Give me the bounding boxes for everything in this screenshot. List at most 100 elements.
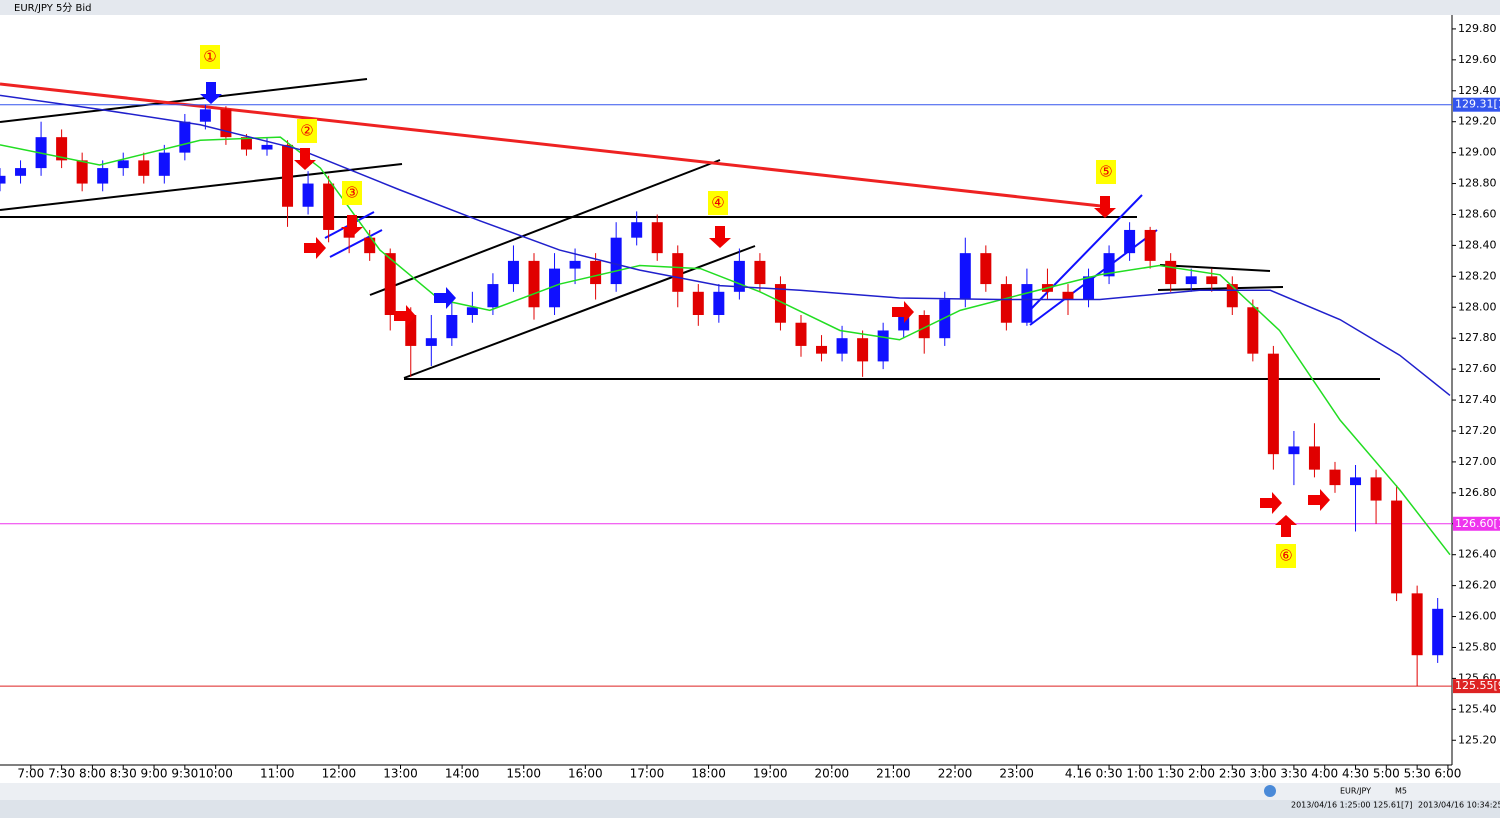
candle-body — [939, 299, 951, 339]
candle-body — [1103, 253, 1115, 277]
arrow — [394, 305, 416, 327]
candle-body — [1288, 446, 1300, 455]
price-axis — [1452, 15, 1500, 765]
candle-body — [1411, 593, 1423, 656]
y-tick-label: 126.00 — [1458, 610, 1497, 623]
trend-line — [0, 78, 368, 123]
annotation-box — [200, 45, 220, 69]
x-tick-label: 17:00 — [630, 767, 665, 781]
candle-body — [590, 260, 602, 285]
candle-body — [220, 109, 232, 138]
annotation-box — [342, 181, 362, 205]
x-tick-label: 6:00 — [1434, 767, 1461, 781]
x-tick-label: 12:00 — [322, 767, 357, 781]
candle-body — [651, 222, 663, 254]
symbol[interactable]: EUR/JPY — [1340, 787, 1371, 796]
candle-body — [76, 160, 88, 184]
trend-lines — [0, 78, 1380, 380]
x-tick-label: 5:30 — [1404, 767, 1431, 781]
candle-body — [1083, 276, 1095, 300]
scrollbar[interactable] — [0, 783, 1500, 800]
x-tick-label: 1:00 — [1126, 767, 1153, 781]
x-tick-label: 21:00 — [876, 767, 911, 781]
price-label: 125.55[9 — [1455, 679, 1500, 692]
x-tick-label: 9:30 — [171, 767, 198, 781]
candle-body — [0, 175, 6, 184]
timeframe[interactable]: M5 — [1395, 787, 1407, 796]
x-tick-label: 9:00 — [141, 767, 168, 781]
annotation: ⑤ — [1099, 163, 1112, 181]
annotation-box — [297, 119, 317, 143]
y-tick-label: 125.80 — [1458, 640, 1497, 653]
scroll-thumb[interactable] — [1264, 785, 1276, 797]
x-tick-label: 1:30 — [1157, 767, 1184, 781]
y-tick-label: 126.20 — [1458, 579, 1497, 592]
price-label-box — [1453, 516, 1500, 531]
candle-body — [199, 109, 211, 122]
x-tick-label: 10:00 — [198, 767, 233, 781]
arrow — [709, 226, 731, 248]
candle-body — [918, 315, 930, 339]
candle-body — [980, 253, 992, 285]
candle-body — [1021, 284, 1033, 323]
y-tick-label: 129.00 — [1458, 146, 1497, 159]
candle-body — [733, 260, 745, 292]
trend-line — [369, 159, 721, 296]
candle-body — [240, 137, 252, 150]
x-tick-label: 7:30 — [48, 767, 75, 781]
x-tick-label: 4:30 — [1342, 767, 1369, 781]
annotation: ③ — [345, 184, 358, 202]
x-tick-label: 23:00 — [999, 767, 1034, 781]
price-label-box — [1453, 679, 1500, 694]
annotation: ④ — [711, 194, 724, 212]
y-tick-label: 128.60 — [1458, 207, 1497, 220]
y-tick-label: 128.00 — [1458, 300, 1497, 313]
x-tick-label: 3:30 — [1280, 767, 1307, 781]
y-tick-label: 129.60 — [1458, 53, 1497, 66]
arrow — [304, 237, 326, 259]
trend-line — [0, 163, 403, 211]
candle-body — [261, 144, 273, 150]
y-tick-label: 127.40 — [1458, 393, 1497, 406]
candle-body — [569, 260, 581, 269]
y-tick-label: 125.40 — [1458, 702, 1497, 715]
moving-average — [0, 94, 1451, 396]
candle-body — [1247, 307, 1259, 354]
arrow — [1275, 515, 1297, 537]
x-tick-label: 16:00 — [568, 767, 603, 781]
candle-body — [1226, 284, 1238, 308]
candle-body — [1144, 229, 1156, 261]
candle-body — [15, 168, 27, 176]
y-tick-label: 128.80 — [1458, 177, 1497, 190]
title-bar — [0, 0, 1500, 15]
candle-body — [425, 338, 437, 346]
x-tick-label: 2:00 — [1188, 767, 1215, 781]
candle-body — [405, 315, 417, 346]
x-tick-label: 5:00 — [1373, 767, 1400, 781]
plot-area — [0, 78, 1452, 687]
arrow — [892, 301, 914, 323]
y-tick-label: 127.80 — [1458, 331, 1497, 344]
candle-body — [774, 284, 786, 323]
candle-body — [754, 260, 766, 285]
candle-body — [302, 183, 314, 207]
y-tick-label: 128.40 — [1458, 238, 1497, 251]
candle-body — [631, 222, 643, 238]
price-label: 126.60[1 — [1455, 517, 1500, 530]
y-tick-label: 127.60 — [1458, 362, 1497, 375]
candle-body — [1206, 276, 1218, 285]
candle-body — [672, 253, 684, 292]
candle-body — [487, 284, 499, 308]
candle-body — [1350, 477, 1362, 486]
x-tick-label: 19:00 — [753, 767, 788, 781]
annotation-box — [1276, 544, 1296, 568]
candle-body — [138, 160, 150, 176]
annotation: ⑥ — [1279, 547, 1292, 565]
candle-body — [549, 268, 561, 308]
x-tick-label: 18:00 — [691, 767, 726, 781]
candle-body — [97, 168, 109, 184]
x-tick-label: 14:00 — [445, 767, 480, 781]
candle-body — [323, 183, 335, 230]
price-label: 129.31[1 — [1455, 98, 1500, 111]
